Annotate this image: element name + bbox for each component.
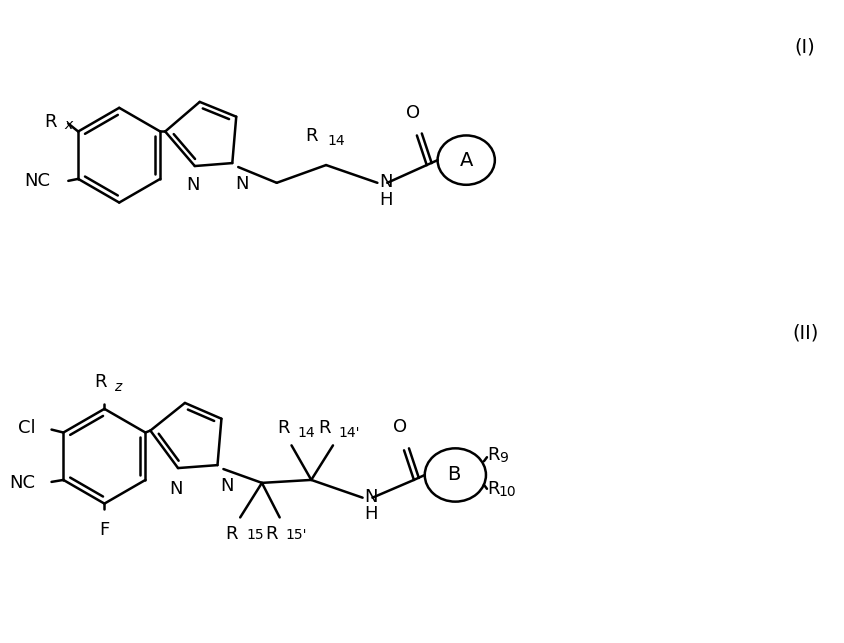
Text: NC: NC (24, 172, 51, 190)
Text: N: N (235, 175, 248, 193)
Text: N: N (379, 173, 392, 191)
Text: R: R (225, 525, 238, 543)
Text: O: O (405, 104, 419, 122)
Text: 10: 10 (498, 485, 516, 499)
Text: 9: 9 (498, 451, 507, 465)
Text: 14: 14 (297, 426, 315, 440)
Text: R: R (486, 480, 499, 498)
Text: O: O (392, 419, 407, 437)
Text: 15': 15' (285, 529, 306, 542)
Text: NC: NC (10, 474, 35, 492)
Text: H: H (364, 505, 377, 523)
Text: R: R (44, 113, 57, 131)
Text: R: R (277, 419, 289, 437)
Text: 15: 15 (246, 529, 263, 542)
Text: R: R (318, 419, 331, 437)
Text: R: R (265, 525, 278, 543)
Text: (II): (II) (791, 323, 818, 342)
Text: B: B (446, 466, 459, 484)
Text: N: N (220, 477, 234, 495)
Text: N: N (169, 480, 182, 498)
Text: R: R (94, 373, 106, 391)
Text: F: F (99, 521, 110, 539)
Text: z: z (114, 380, 122, 394)
Text: x: x (64, 118, 73, 132)
Text: 14: 14 (327, 134, 344, 149)
Text: R: R (306, 127, 318, 145)
Text: N: N (186, 176, 199, 194)
Text: (I): (I) (794, 37, 814, 56)
Text: 14': 14' (338, 426, 360, 440)
Text: A: A (459, 150, 473, 170)
Text: N: N (364, 487, 377, 505)
Text: R: R (486, 446, 499, 464)
Text: H: H (379, 190, 392, 208)
Text: Cl: Cl (18, 419, 35, 437)
